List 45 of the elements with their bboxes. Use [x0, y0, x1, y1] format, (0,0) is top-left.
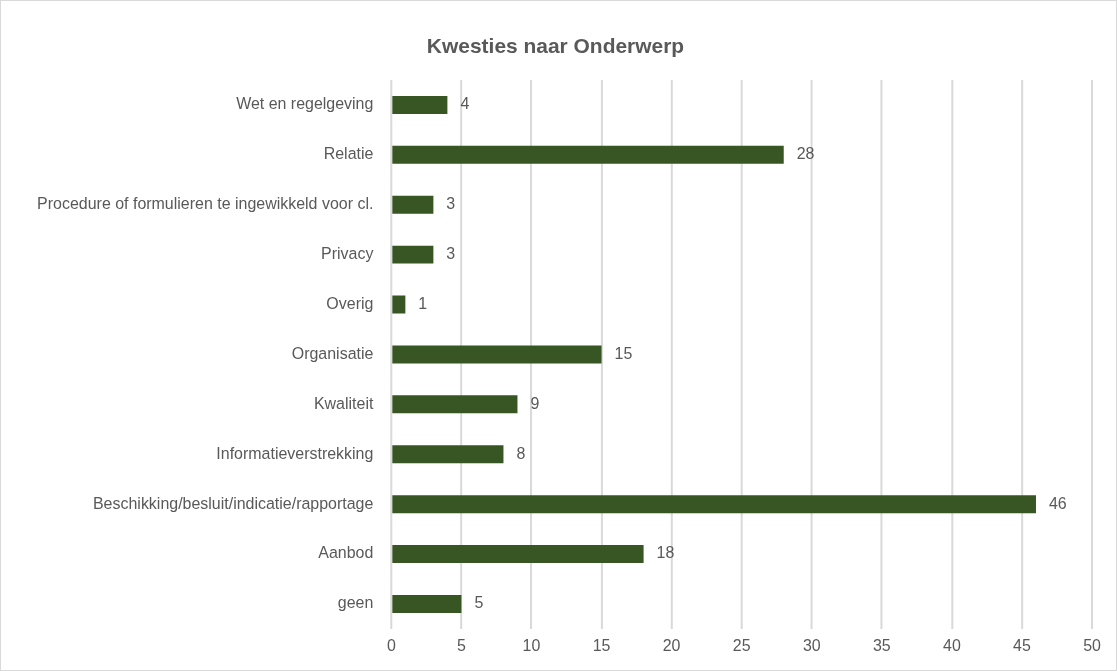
data-label: 28 — [796, 145, 815, 163]
data-label: 8 — [516, 444, 526, 462]
data-label: 5 — [474, 594, 484, 612]
y-tick-label: geen — [337, 594, 374, 612]
x-tick-label: 0 — [386, 636, 396, 654]
bar — [392, 195, 434, 214]
bar — [392, 594, 462, 613]
x-tick-label: 5 — [456, 636, 466, 654]
y-tick-label: Relatie — [323, 145, 374, 163]
y-tick-label: Procedure of formulieren te ingewikkeld voor cl. — [37, 195, 374, 213]
x-tick-label: 10 — [522, 636, 541, 654]
y-tick-label: Overig — [326, 294, 374, 312]
data-label: 9 — [530, 394, 540, 412]
data-label: 3 — [446, 245, 456, 263]
y-tick-label: Beschikking/besluit/indicatie/rapportage — [92, 494, 374, 512]
bar — [392, 395, 518, 414]
data-label: 46 — [1048, 494, 1067, 512]
data-label: 4 — [460, 95, 470, 113]
y-tick-label: Organisatie — [291, 344, 374, 362]
data-label: 15 — [614, 344, 633, 362]
x-tick-label: 15 — [592, 636, 611, 654]
x-tick-label: 40 — [943, 636, 961, 654]
y-tick-label: Informatieverstrekking — [216, 444, 374, 462]
data-label: 18 — [656, 544, 675, 562]
x-tick-label: 30 — [802, 636, 821, 654]
bar — [392, 95, 448, 114]
bar — [392, 245, 434, 264]
y-tick-label: Privacy — [321, 245, 374, 263]
x-tick-label: 35 — [872, 636, 891, 654]
bar — [392, 345, 602, 364]
data-label: 1 — [418, 294, 428, 312]
x-tick-label: 20 — [662, 636, 681, 654]
x-tick-label: 45 — [1013, 636, 1031, 654]
y-tick-label: Aanbod — [318, 544, 374, 562]
bar — [392, 495, 1036, 514]
data-label: 3 — [446, 195, 456, 213]
x-tick-label: 50 — [1083, 636, 1102, 654]
bar — [392, 295, 406, 314]
y-tick-label: Kwaliteit — [313, 394, 374, 412]
bar — [392, 145, 784, 164]
bar — [392, 445, 504, 464]
y-tick-label: Wet en regelgeving — [236, 95, 374, 113]
bar — [392, 545, 644, 564]
chart-title: Kwesties naar Onderwerp — [426, 34, 685, 58]
x-tick-label: 25 — [732, 636, 751, 654]
